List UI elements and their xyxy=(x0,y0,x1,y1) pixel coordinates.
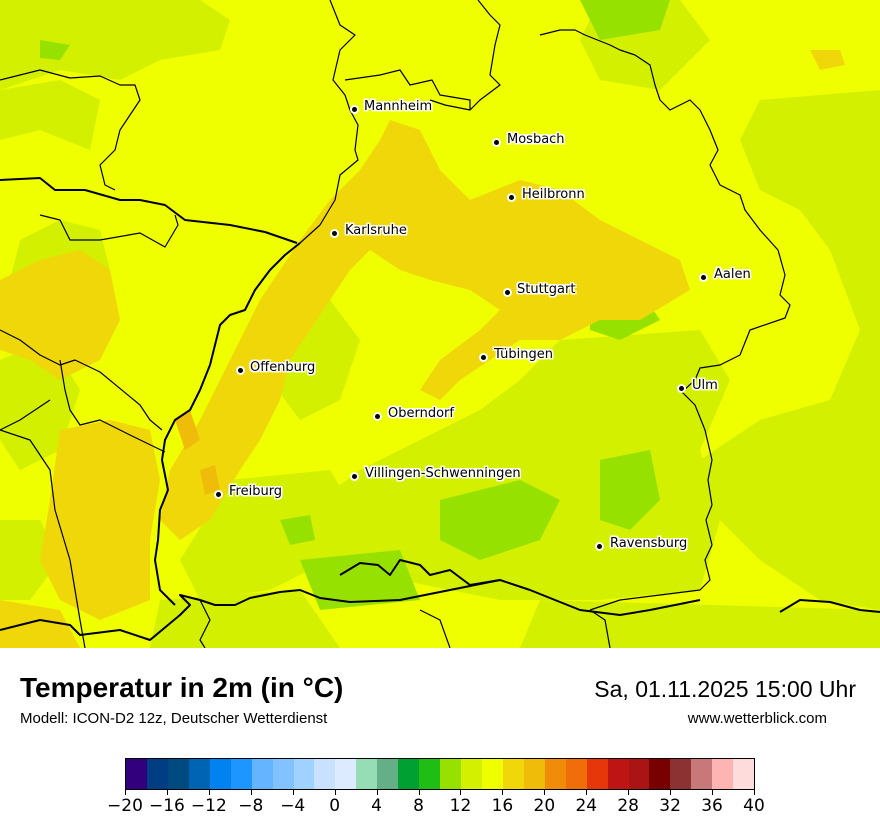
colorbar-tick-mark xyxy=(250,790,252,795)
colorbar-tick-mark xyxy=(712,790,714,795)
city-label: Karlsruhe xyxy=(345,223,407,238)
city-label: Aalen xyxy=(714,267,751,282)
city-dot xyxy=(494,140,499,145)
colorbar-ticks: −20 −16 −12 −8 −4 0 4 8 12 16 20 24 28 32 36 40 xyxy=(107,790,765,820)
colorbar-swatch xyxy=(356,759,378,789)
colorbar-swatch xyxy=(628,759,650,789)
city-dot xyxy=(597,544,602,549)
city-dot xyxy=(701,275,706,280)
city-label: Ravensburg xyxy=(610,536,688,551)
colorbar-tick-mark xyxy=(586,790,588,795)
colorbar-tick-mark xyxy=(754,790,755,795)
city-dot xyxy=(332,231,337,236)
colorbar-tick-mark xyxy=(125,790,126,795)
colorbar-tick-mark xyxy=(334,790,336,795)
colorbar-swatch xyxy=(167,759,189,789)
colorbar-swatch xyxy=(230,759,252,789)
map-title: Temperatur in 2m (in °C) xyxy=(20,672,344,703)
colorbar-swatch xyxy=(126,759,147,789)
map-canvas xyxy=(0,0,880,648)
city-label: Heilbronn xyxy=(522,187,585,202)
colorbar xyxy=(125,758,755,790)
city-dot xyxy=(238,368,243,373)
colorbar-tick-label: 28 xyxy=(617,796,640,816)
temperature-map[interactable]: Mannheim Mosbach Heilbronn Karlsruhe Aal… xyxy=(0,0,880,648)
colorbar-tick-mark xyxy=(376,790,378,795)
colorbar-tick-label: 4 xyxy=(371,796,383,816)
colorbar-tick-mark xyxy=(418,790,420,795)
website-link[interactable]: www.wetterblick.com xyxy=(687,710,827,727)
colorbar-swatch xyxy=(440,759,461,789)
colorbar-swatch xyxy=(272,759,294,789)
city-dot xyxy=(216,492,221,497)
colorbar-swatch xyxy=(586,759,608,789)
colorbar-swatch xyxy=(314,759,336,789)
colorbar-swatch xyxy=(251,759,273,789)
colorbar-swatch xyxy=(733,759,755,789)
colorbar-swatch xyxy=(544,759,566,789)
colorbar-tick-mark xyxy=(166,790,168,795)
colorbar-tick-mark xyxy=(460,790,462,795)
colorbar-tick-label: 36 xyxy=(701,796,723,816)
temp-band-18-20 xyxy=(175,410,220,495)
colorbar-swatch xyxy=(607,759,629,789)
colorbar-swatch xyxy=(461,759,482,789)
colorbar-swatch xyxy=(670,759,692,789)
city-dot xyxy=(481,355,486,360)
colorbar-tick-mark xyxy=(208,790,210,795)
colorbar-swatch xyxy=(146,759,168,789)
colorbar-tick-label: 12 xyxy=(449,796,472,816)
colorbar-swatch xyxy=(398,759,420,789)
colorbar-swatch xyxy=(649,759,671,789)
colorbar-tick-label: 16 xyxy=(491,796,514,816)
model-source: Modell: ICON-D2 12z, Deutscher Wetterdie… xyxy=(20,710,328,727)
colorbar-swatch xyxy=(335,759,357,789)
city-dot xyxy=(352,107,357,112)
colorbar-tick-mark xyxy=(292,790,294,795)
colorbar-swatch xyxy=(712,759,734,789)
colorbar-swatch xyxy=(565,759,587,789)
colorbar-tick-mark xyxy=(670,790,672,795)
city-label: Freiburg xyxy=(229,484,283,499)
colorbar-tick-mark xyxy=(628,790,630,795)
colorbar-swatch xyxy=(691,759,713,789)
colorbar-tick-label: 0 xyxy=(329,796,341,816)
colorbar-swatch xyxy=(419,759,441,789)
colorbar-swatch xyxy=(188,759,210,789)
colorbar-tick-label: 32 xyxy=(659,796,681,816)
city-dot xyxy=(505,290,510,295)
colorbar-tick-label: 24 xyxy=(575,796,598,816)
colorbar-swatch xyxy=(523,759,545,789)
city-label: Mosbach xyxy=(507,132,565,147)
city-label: Stuttgart xyxy=(517,282,576,297)
colorbar-swatch xyxy=(377,759,399,789)
colorbar-tick-label: 40 xyxy=(743,796,765,816)
colorbar-tick-label: −4 xyxy=(280,796,306,816)
colorbar-tick-label: −8 xyxy=(238,796,264,816)
city-label: Mannheim xyxy=(364,99,433,114)
colorbar-swatch xyxy=(293,759,315,789)
colorbar-tick-mark xyxy=(544,790,546,795)
city-dot xyxy=(509,195,514,200)
colorbar-tick-label: −16 xyxy=(148,796,185,816)
city-dot xyxy=(679,386,684,391)
colorbar-tick-mark xyxy=(502,790,504,795)
valid-datetime: Sa, 01.11.2025 15:00 Uhr xyxy=(594,676,856,702)
city-dot xyxy=(352,474,357,479)
city-label: Tübingen xyxy=(494,347,553,362)
city-label: Offenburg xyxy=(250,360,316,375)
colorbar-tick-label: 20 xyxy=(533,796,556,816)
colorbar-tick-label: 8 xyxy=(413,796,424,816)
colorbar-swatch xyxy=(502,759,524,789)
city-dot xyxy=(375,414,380,419)
city-label: Oberndorf xyxy=(388,406,454,421)
temp-band-10-12 xyxy=(40,0,670,610)
colorbar-swatch xyxy=(481,759,503,789)
colorbar-tick-label: −12 xyxy=(190,796,227,816)
colorbar-tick-label: −20 xyxy=(107,796,143,816)
city-label: Ulm xyxy=(692,378,718,393)
state-borders xyxy=(0,0,880,648)
colorbar-swatch xyxy=(209,759,231,789)
city-label: Villingen-Schwenningen xyxy=(365,466,521,481)
